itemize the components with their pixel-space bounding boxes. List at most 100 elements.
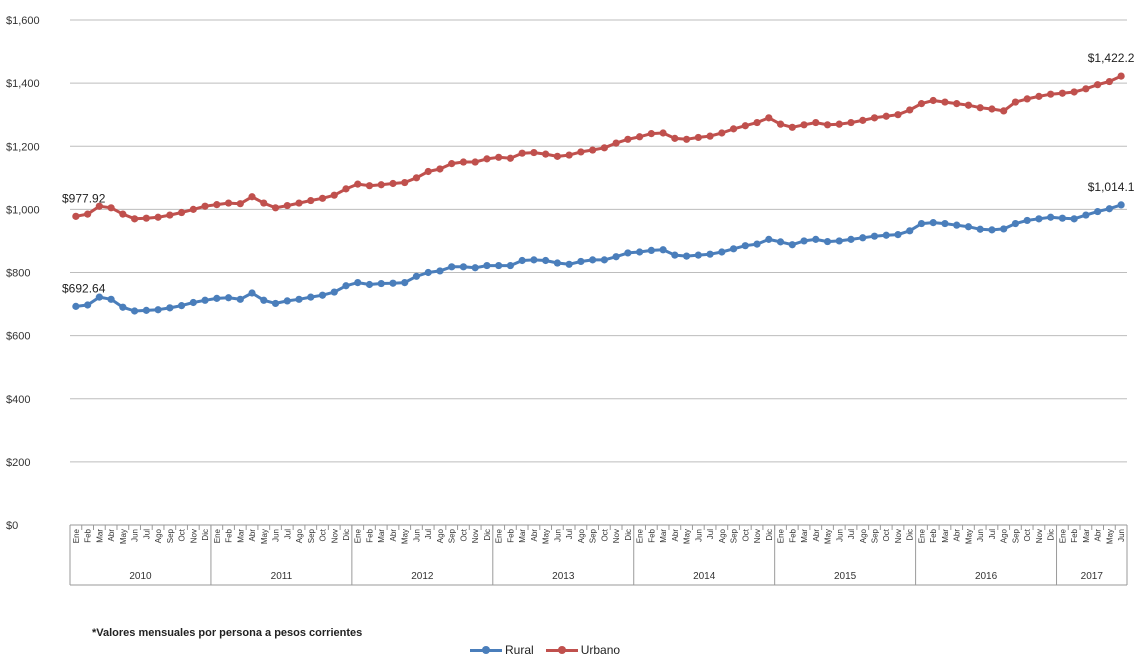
data-point-urbano [495, 153, 503, 161]
x-tick-label: Sep [448, 528, 457, 543]
x-tick-label: Mar [95, 529, 104, 543]
y-tick-label: $800 [6, 268, 30, 280]
x-tick-label: Ago [1000, 528, 1009, 543]
data-point-rural [542, 256, 550, 265]
legend-swatch-urbano [545, 645, 578, 655]
legend-item-urbano: Urbano [545, 643, 621, 657]
x-tick-label: Abr [812, 529, 821, 542]
data-point-urbano [424, 167, 432, 176]
data-point-rural [72, 302, 80, 310]
data-point-rural [553, 259, 561, 267]
data-point-urbano [260, 199, 268, 207]
data-point-urbano [448, 160, 456, 168]
data-point-urbano [518, 149, 526, 157]
x-tick-label: Abr [671, 529, 680, 542]
data-point-urbano [1094, 81, 1102, 89]
data-point-urbano [1058, 89, 1067, 97]
data-point-urbano [1070, 88, 1078, 96]
data-point-rural [201, 296, 209, 304]
x-tick-label: Mar [659, 529, 668, 543]
data-point-urbano [307, 196, 315, 205]
legend-label-urbano: Urbano [580, 643, 621, 657]
data-point-urbano [1023, 95, 1031, 103]
data-point-urbano [166, 211, 174, 219]
data-point-urbano [271, 204, 280, 212]
legend-item-rural: Rural [470, 643, 534, 657]
x-tick-label: Jun [553, 529, 562, 542]
data-point-urbano [612, 139, 620, 147]
x-tick-label: Sep [589, 528, 598, 543]
data-point-rural [577, 257, 585, 266]
data-point-rural [307, 293, 315, 301]
data-point-urbano [706, 132, 714, 140]
data-point-rural [859, 234, 867, 242]
x-tick-label: Nov [612, 529, 621, 543]
data-point-urbano [377, 181, 385, 189]
x-tick-label: Abr [953, 529, 962, 542]
data-point-urbano [964, 101, 973, 109]
year-label: 2015 [834, 571, 857, 582]
x-tick-label: May [542, 529, 551, 544]
data-point-rural [401, 279, 409, 287]
x-tick-label: Dic [1047, 529, 1056, 541]
x-tick-label: Sep [307, 528, 316, 543]
x-tick-label: Ene [777, 528, 786, 543]
data-point-rural [894, 231, 902, 239]
data-point-rural [271, 299, 280, 308]
x-tick-label: Oct [459, 528, 468, 541]
data-point-rural [694, 251, 702, 259]
x-tick-label: Ago [295, 528, 304, 543]
data-point-rural [107, 295, 115, 303]
data-point-urbano [483, 155, 491, 163]
x-tick-label: Jun [412, 529, 421, 542]
data-point-urbano [201, 202, 209, 210]
x-tick-label: Jun [694, 529, 703, 542]
x-tick-label: Mar [518, 529, 527, 543]
x-tick-label: Jul [988, 529, 997, 539]
data-point-rural [636, 248, 644, 256]
data-point-urbano [330, 191, 338, 199]
x-tick-label: Oct [1023, 528, 1032, 541]
data-point-rural [377, 279, 385, 288]
data-point-urbano [142, 214, 150, 222]
data-point-rural [788, 241, 796, 249]
data-point-urbano [812, 118, 820, 127]
data-point-urbano [342, 185, 350, 193]
data-point-urbano [1035, 92, 1043, 100]
data-point-urbano [283, 201, 291, 210]
data-point-rural [412, 272, 421, 280]
data-point-rural [659, 246, 667, 254]
data-point-rural [671, 251, 679, 259]
x-tick-label: Jun [1117, 529, 1126, 542]
x-tick-label: Ene [1058, 528, 1067, 543]
x-tick-label: Nov [471, 529, 480, 543]
data-point-rural [365, 280, 374, 289]
footnote: *Valores mensuales por persona a pesos c… [92, 627, 363, 639]
x-tick-label: May [824, 529, 833, 544]
x-tick-label: Ago [859, 528, 868, 543]
data-point-rural [1035, 215, 1043, 223]
x-tick-label: Mar [800, 529, 809, 543]
data-point-urbano [859, 116, 867, 124]
data-label: $1,014.15 [1088, 180, 1135, 194]
x-tick-label: Feb [506, 528, 515, 542]
y-tick-label: $1,400 [6, 78, 40, 90]
x-tick-label: Jun [272, 529, 281, 542]
data-point-urbano [894, 111, 902, 119]
data-point-urbano [84, 210, 92, 218]
data-point-urbano [718, 129, 726, 137]
data-point-urbano [295, 199, 303, 207]
data-point-rural [295, 295, 303, 303]
x-tick-label: Abr [389, 529, 398, 542]
data-point-urbano [647, 130, 655, 138]
data-point-urbano [659, 129, 667, 137]
data-point-rural [624, 249, 632, 257]
data-point-rural [1058, 214, 1067, 222]
data-point-urbano [577, 148, 585, 156]
data-point-urbano [119, 210, 127, 218]
data-point-rural [870, 232, 879, 240]
data-point-urbano [224, 199, 233, 207]
data-point-rural [917, 219, 926, 228]
data-point-urbano [95, 202, 103, 210]
data-point-rural [612, 253, 620, 261]
